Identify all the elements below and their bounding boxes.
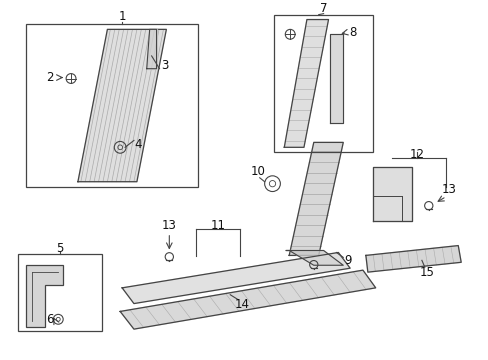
Polygon shape	[372, 167, 411, 221]
Polygon shape	[26, 265, 63, 327]
Text: 10: 10	[250, 165, 264, 179]
Polygon shape	[78, 30, 166, 182]
Text: 13: 13	[162, 220, 176, 233]
Text: 7: 7	[319, 2, 326, 15]
Text: 6: 6	[45, 313, 53, 326]
Text: 13: 13	[441, 183, 456, 196]
Text: 8: 8	[349, 26, 356, 39]
Polygon shape	[284, 19, 328, 147]
Polygon shape	[330, 34, 343, 123]
Polygon shape	[285, 251, 343, 265]
Text: 5: 5	[57, 242, 64, 255]
Text: 2: 2	[45, 71, 53, 84]
Text: 4: 4	[134, 138, 142, 151]
Text: 1: 1	[118, 10, 125, 23]
Text: 15: 15	[419, 266, 433, 279]
Bar	[18, 255, 102, 331]
Polygon shape	[146, 30, 156, 69]
Text: 9: 9	[344, 254, 351, 267]
Bar	[26, 24, 198, 186]
Text: 14: 14	[234, 298, 249, 311]
Polygon shape	[120, 270, 375, 329]
Polygon shape	[122, 252, 349, 303]
Bar	[274, 15, 372, 152]
Text: 3: 3	[161, 59, 168, 72]
Text: 12: 12	[408, 148, 424, 161]
Polygon shape	[365, 246, 460, 272]
Text: 11: 11	[210, 220, 225, 233]
Polygon shape	[288, 143, 343, 255]
